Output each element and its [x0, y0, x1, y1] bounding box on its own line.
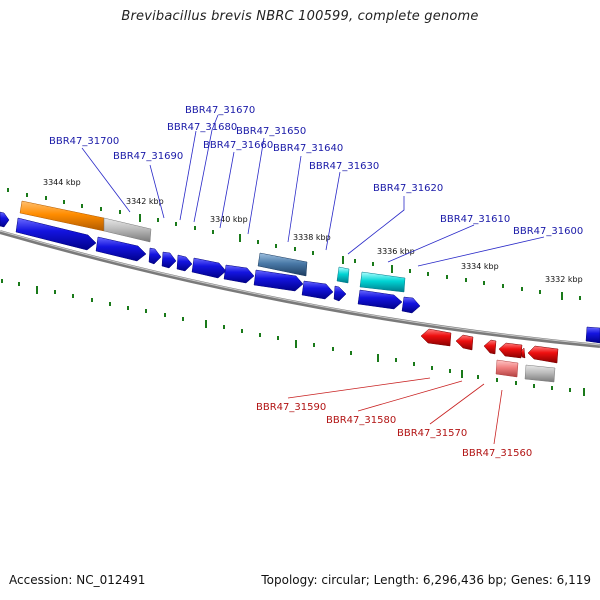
leader-line — [179, 130, 197, 221]
pseudo-feature[interactable] — [495, 359, 519, 378]
forward-gene-arrow[interactable] — [223, 264, 255, 284]
misc-feature[interactable] — [257, 252, 308, 277]
leader-line — [493, 389, 503, 445]
gene-label[interactable]: BBR47_31640 — [273, 143, 343, 154]
leader-line — [81, 147, 131, 213]
leader-line — [219, 151, 235, 229]
accession-label: Accession: NC_012491 — [9, 573, 146, 587]
forward-gene-arrow[interactable] — [148, 247, 162, 265]
gene-label[interactable]: BBR47_31560 — [462, 448, 532, 459]
forward-gene-arrow[interactable] — [357, 289, 403, 310]
reverse-gene-arrow[interactable] — [483, 339, 497, 355]
gene-label[interactable]: BBR47_31590 — [256, 402, 326, 413]
forward-gene-arrow[interactable] — [161, 251, 177, 269]
kbp-label: 3334 kbp — [461, 262, 499, 271]
forward-cds-track — [0, 211, 600, 344]
reverse-cds-track — [420, 328, 559, 364]
reverse-gene-arrow[interactable] — [520, 347, 526, 359]
forward-gene-arrow[interactable] — [253, 269, 304, 292]
gene-label[interactable]: BBR47_31680 — [167, 122, 237, 133]
kbp-label: 3344 kbp — [43, 178, 81, 187]
gene-label[interactable]: BBR47_31650 — [236, 126, 306, 137]
leader-line — [387, 224, 475, 263]
leader-line — [247, 137, 265, 235]
gene-label[interactable]: BBR47_31620 — [373, 183, 443, 194]
reverse-gene-arrow[interactable] — [527, 345, 559, 364]
lower-feature-track — [495, 359, 556, 383]
gene-label[interactable]: BBR47_31690 — [113, 151, 183, 162]
kbp-label: 3342 kbp — [126, 197, 164, 206]
gene-label[interactable]: BBR47_31630 — [309, 161, 379, 172]
map-title: Brevibacillus brevis NBRC 100599, comple… — [121, 9, 479, 24]
trna-feature[interactable] — [336, 266, 350, 284]
kbp-label: 3338 kbp — [293, 233, 331, 242]
pseudo-feature[interactable] — [103, 217, 152, 243]
leader-line — [193, 114, 219, 223]
forward-label-leaders — [81, 114, 545, 267]
forward-gene-arrow[interactable] — [15, 217, 97, 251]
leader-line — [429, 383, 485, 425]
forward-gene-arrow[interactable] — [95, 236, 147, 262]
upper-feature-track — [19, 200, 406, 293]
forward-gene-arrow[interactable] — [0, 211, 10, 228]
reverse-gene-arrow[interactable] — [420, 328, 452, 347]
leader-line — [325, 171, 341, 251]
reverse-gene-arrow[interactable] — [455, 334, 474, 351]
leader-line — [417, 236, 545, 267]
forward-gene-arrow[interactable] — [585, 326, 600, 344]
gene-label[interactable]: BBR47_31660 — [203, 140, 273, 151]
genome-summary: Topology: circular; Length: 6,296,436 bp… — [261, 573, 591, 587]
reverse-label-leaders — [287, 377, 503, 445]
gene-label[interactable]: BBR47_31600 — [513, 226, 583, 237]
leader-line — [347, 196, 405, 255]
reverse-gene-arrow[interactable] — [498, 342, 523, 359]
genome-backbone-highlight — [0, 230, 600, 346]
forward-gene-arrow[interactable] — [301, 280, 334, 300]
gene-label[interactable]: BBR47_31700 — [49, 136, 119, 147]
gene-label[interactable]: BBR47_31580 — [326, 415, 396, 426]
leader-line — [149, 164, 165, 219]
gene-label[interactable]: BBR47_31570 — [397, 428, 467, 439]
kbp-label: 3332 kbp — [545, 275, 583, 284]
forward-gene-arrow[interactable] — [191, 257, 227, 279]
leader-line — [287, 155, 302, 243]
inner-tick-ring — [1, 279, 585, 396]
kbp-label: 3336 kbp — [377, 247, 415, 256]
genome-backbone — [0, 230, 600, 348]
gene-label[interactable]: BBR47_31610 — [440, 214, 510, 225]
forward-gene-arrow[interactable] — [401, 296, 421, 314]
leader-line — [287, 377, 431, 399]
leader-line — [357, 380, 463, 412]
pseudo-feature[interactable] — [524, 364, 556, 383]
forward-gene-arrow[interactable] — [176, 254, 193, 272]
outer-tick-ring — [7, 188, 581, 300]
kbp-label: 3340 kbp — [210, 215, 248, 224]
forward-gene-arrow[interactable] — [333, 285, 347, 302]
trna-feature[interactable] — [359, 271, 406, 293]
gene-label[interactable]: BBR47_31670 — [185, 105, 255, 116]
